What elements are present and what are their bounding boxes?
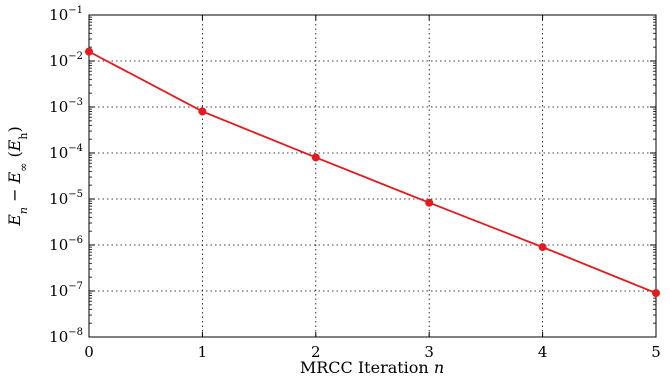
data-point — [86, 48, 93, 55]
data-point — [426, 199, 433, 206]
y-tick-label: 10−5 — [49, 189, 83, 208]
y-tick-label: 10−8 — [49, 327, 83, 346]
y-tick-label: 10−6 — [49, 235, 83, 254]
data-point — [199, 108, 206, 115]
series-line — [89, 52, 656, 293]
y-tick-label: 10−2 — [49, 51, 83, 70]
labels: MRCC Iteration n En − E∞ (Eh) — [5, 126, 444, 377]
x-axis-label: MRCC Iteration n — [300, 358, 444, 377]
y-axis-label: En − E∞ (Eh) — [5, 126, 30, 227]
x-tick-label: 0 — [84, 343, 94, 361]
plot-frame — [89, 15, 656, 337]
y-tick-label: 10−3 — [49, 97, 83, 116]
ticks: 0 1 2 3 4 510−810−710−610−510−410−310−210−1 — [49, 5, 661, 361]
data-point — [539, 244, 546, 251]
x-tick-label: 1 — [198, 343, 208, 361]
y-tick-label: 10−4 — [49, 143, 83, 162]
data-point — [653, 290, 660, 297]
x-tick-label: 4 — [538, 343, 548, 361]
y-tick-label: 10−1 — [49, 5, 83, 24]
x-tick-label: 5 — [651, 343, 661, 361]
data-point — [312, 154, 319, 161]
series — [86, 48, 660, 296]
y-tick-label: 10−7 — [49, 281, 83, 300]
grid — [89, 15, 656, 337]
